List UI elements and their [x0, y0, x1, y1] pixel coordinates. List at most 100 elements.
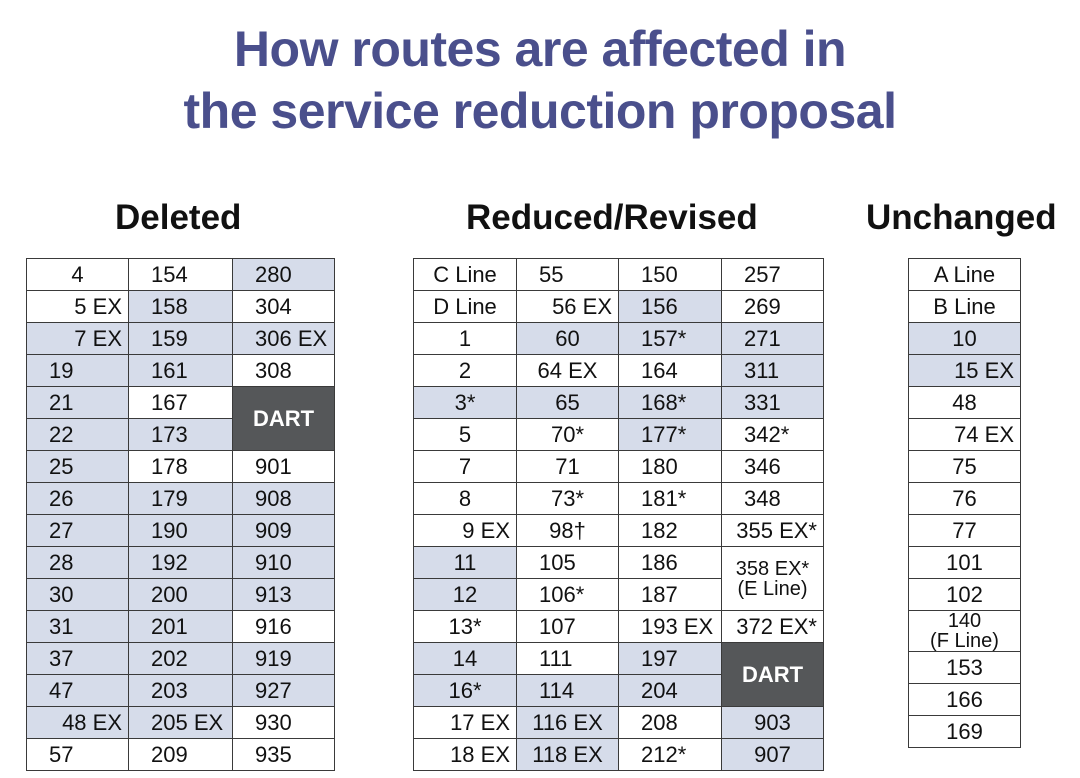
table-row: 30 200 913 — [26, 578, 335, 611]
table-cell: 64 EX — [516, 354, 619, 387]
table-row: 28 192 910 — [26, 546, 335, 579]
table-cell: 7 — [413, 450, 517, 483]
table-cell: 9 EX — [413, 514, 517, 547]
table-row: 169 — [908, 715, 1021, 748]
table-cell: 908 — [232, 482, 335, 515]
table-cell: 269 — [721, 290, 824, 323]
table-cell: 173 — [128, 418, 233, 451]
table-cell: 140 (F Line) — [908, 610, 1021, 652]
table-cell: 919 — [232, 642, 335, 675]
table-cell: 181* — [618, 482, 722, 515]
table-cell: 927 — [232, 674, 335, 707]
table-cell: 31 — [26, 610, 129, 643]
table-cell: 60 — [516, 322, 619, 355]
table-cell: 25 — [26, 450, 129, 483]
table-cell: 48 EX — [26, 706, 129, 739]
table-row: 9 EX 98† 182 355 EX* — [413, 514, 824, 547]
table-cell: 26 — [26, 482, 129, 515]
table-row: 16* 114 204 — [413, 674, 824, 707]
unchanged-table: A Line B Line 10 15 EX 48 74 EX 75 76 77… — [908, 258, 1021, 748]
table-row: 2 64 EX 164 311 — [413, 354, 824, 387]
table-cell: C Line — [413, 258, 517, 291]
table-cell: 18 EX — [413, 738, 517, 771]
table-cell: 71 — [516, 450, 619, 483]
table-cell: 200 — [128, 578, 233, 611]
table-cell: 209 — [128, 738, 233, 771]
reduced-heading: Reduced/Revised — [466, 198, 758, 237]
table-cell: 70* — [516, 418, 619, 451]
table-cell: 11 — [413, 546, 517, 579]
table-cell: 182 — [618, 514, 722, 547]
table-cell: 13* — [413, 610, 517, 643]
table-cell: 346 — [721, 450, 824, 483]
table-row: 3* 65 168* 331 — [413, 386, 824, 419]
table-cell: B Line — [908, 290, 1021, 323]
table-row: 101 — [908, 546, 1021, 579]
table-row: 57 209 935 — [26, 738, 335, 771]
table-cell: 3* — [413, 386, 517, 419]
table-cell: 910 — [232, 546, 335, 579]
table-cell: 77 — [908, 514, 1021, 547]
table-cell: 203 — [128, 674, 233, 707]
table-cell: 903 — [721, 706, 824, 739]
table-cell: 348 — [721, 482, 824, 515]
dart-cell: DART — [232, 386, 335, 451]
table-cell: 8 — [413, 482, 517, 515]
table-row: 4 154 280 — [26, 258, 335, 291]
table-cell: 372 EX* — [721, 610, 824, 643]
table-cell: 1 — [413, 322, 517, 355]
table-cell: 271 — [721, 322, 824, 355]
table-cell: D Line — [413, 290, 517, 323]
table-row: 31 201 916 — [26, 610, 335, 643]
table-cell: 355 EX* — [721, 514, 824, 547]
table-row: B Line — [908, 290, 1021, 323]
table-cell: 16* — [413, 674, 517, 707]
table-cell: 156 — [618, 290, 722, 323]
table-cell: 197 — [618, 642, 722, 675]
table-row: 22 173 — [26, 418, 335, 451]
table-row: 102 — [908, 578, 1021, 611]
two-line-value: (E Line) — [737, 577, 808, 600]
table-cell: 204 — [618, 674, 722, 707]
table-row: 25 178 901 — [26, 450, 335, 483]
table-row: 26 179 908 — [26, 482, 335, 515]
table-row: C Line 55 150 257 — [413, 258, 824, 291]
table-cell: 916 — [232, 610, 335, 643]
table-cell: 280 — [232, 258, 335, 291]
table-cell: 167 — [128, 386, 233, 419]
table-row: 166 — [908, 683, 1021, 716]
table-cell: 107 — [516, 610, 619, 643]
table-row: 19 161 308 — [26, 354, 335, 387]
table-cell: 73* — [516, 482, 619, 515]
table-cell: 27 — [26, 514, 129, 547]
table-cell: 202 — [128, 642, 233, 675]
two-line-value: 358 EX* — [735, 557, 810, 580]
table-row: D Line 56 EX 156 269 — [413, 290, 824, 323]
table-row: 21 167 DART — [26, 386, 335, 451]
table-cell: 177* — [618, 418, 722, 451]
table-cell: 7 EX — [26, 322, 129, 355]
table-cell: 14 — [413, 642, 517, 675]
table-cell: 57 — [26, 738, 129, 771]
table-cell: 12 — [413, 578, 517, 611]
table-cell: 178 — [128, 450, 233, 483]
table-row: 5 EX 158 304 — [26, 290, 335, 323]
table-cell: 168* — [618, 386, 722, 419]
table-cell: 909 — [232, 514, 335, 547]
deleted-table: 4 154 280 5 EX 158 304 7 EX 159 306 EX 1… — [26, 258, 335, 771]
table-cell: 180 — [618, 450, 722, 483]
table-cell: 22 — [26, 418, 129, 451]
table-cell: 114 — [516, 674, 619, 707]
table-row: 18 EX 118 EX 212* 907 — [413, 738, 824, 771]
table-row: 74 EX — [908, 418, 1021, 451]
table-cell: 30 — [26, 578, 129, 611]
table-cell: 306 EX — [232, 322, 335, 355]
reduced-table: C Line 55 150 257 D Line 56 EX 156 269 1… — [413, 258, 824, 771]
table-cell: 55 — [516, 258, 619, 291]
table-cell: 5 EX — [26, 290, 129, 323]
table-cell: 159 — [128, 322, 233, 355]
table-cell: 76 — [908, 482, 1021, 515]
table-cell: 342* — [721, 418, 824, 451]
table-row: 15 EX — [908, 354, 1021, 387]
table-cell: 913 — [232, 578, 335, 611]
